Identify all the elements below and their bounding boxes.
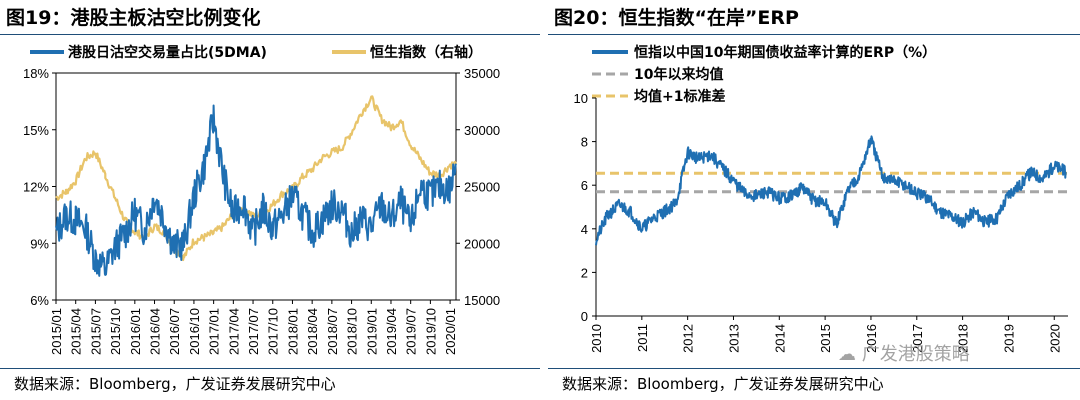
- plot-frame: [55, 72, 457, 301]
- y-right-tick-label: 15000: [464, 293, 500, 308]
- figure-19-panel: 图19：港股主板沽空比例变化 18% 15% 12% 9% 6% 35000 30000 25…: [0, 7, 540, 393]
- x-tick-label: 2016/07: [167, 308, 182, 355]
- figure-20-title-rule: [548, 34, 1080, 35]
- short-selling-chart: 18% 15% 12% 9% 6% 35000 30000 25000 20000 15000 20…: [23, 44, 500, 355]
- x-tick-label: 2016/01: [128, 308, 143, 355]
- x-tick-label: 2017: [910, 324, 925, 353]
- x-tick-label: 2019/04: [384, 308, 399, 355]
- legend-label-mean: 10年以来均值: [634, 66, 723, 83]
- x-tick-label: 2015/04: [69, 308, 84, 355]
- x-tick-label: 2015/10: [108, 308, 123, 355]
- wechat-watermark: ☁ 广发港股策略: [838, 340, 970, 366]
- x-tick-label: 2017/01: [207, 308, 222, 355]
- y-right-tick-label: 20000: [464, 236, 500, 251]
- y-left-tick-label: 18%: [23, 66, 49, 81]
- x-tick-label: 2017/07: [246, 308, 261, 355]
- y-left-tick-label: 6%: [30, 293, 49, 308]
- x-tick-label: 2018/01: [285, 308, 300, 355]
- figure-19-title-rule: [0, 34, 540, 35]
- figure-20-source: 数据来源：Bloomberg，广发证券发展研究中心: [562, 375, 884, 393]
- y-left-tick-label: 15%: [23, 123, 49, 138]
- series-short-ratio-line: [55, 104, 457, 277]
- x-tick-label: 2015: [818, 324, 833, 353]
- x-tick-label: 2016/10: [187, 308, 202, 355]
- x-tick-label: 2014: [772, 324, 787, 353]
- x-tick-label: 2019/01: [364, 308, 379, 355]
- x-tick-label: 2016: [864, 324, 879, 353]
- left-plot-area: 18% 15% 12% 9% 6% 35000 30000 25000 20000 15000 20…: [23, 44, 500, 355]
- x-tick-label: 2020/01: [443, 308, 458, 355]
- x-tick-label: 2017/10: [266, 308, 281, 355]
- y-left-tick-label: 12%: [23, 180, 49, 195]
- x-tick-label: 2019/10: [423, 308, 438, 355]
- wechat-icon: ☁: [838, 344, 856, 365]
- legend-label-erp: 恒指以中国10年期国债收益率计算的ERP（%）: [634, 44, 936, 61]
- x-tick-label: 2018/10: [345, 308, 360, 355]
- x-tick-label: 2018: [956, 324, 971, 353]
- y-tick-label: 6: [581, 178, 588, 193]
- figure-20-source-rule: [548, 368, 1080, 369]
- y-right-tick-label: 35000: [464, 66, 500, 81]
- figure-20-panel: 图20：恒生指数“在岸”ERP 10 8 6 4 2 0 2010 2011 2012 2013 2…: [548, 0, 1080, 400]
- watermark-text: 广发港股策略: [861, 344, 970, 365]
- y-tick-label: 2: [581, 265, 588, 280]
- series-hsi-line: [55, 95, 457, 262]
- x-tick-label: 2019/07: [404, 308, 419, 355]
- legend-label-short-ratio: 港股日沽空交易量占比(5DMA): [68, 44, 267, 61]
- figure-19-source: 数据来源：Bloomberg，广发证券发展研究中心: [14, 375, 336, 393]
- y-tick-label: 4: [581, 222, 588, 237]
- y-left-tick-label: 9%: [30, 236, 49, 251]
- x-tick-label: 2010: [589, 324, 604, 353]
- series-erp-line: [595, 135, 1067, 246]
- x-tick-label: 2020: [1047, 324, 1062, 353]
- x-tick-label: 2015/01: [49, 308, 64, 355]
- x-tick-label: 2016/04: [148, 308, 163, 355]
- x-tick-label: 2018/04: [305, 308, 320, 355]
- figure-19-source-rule: [0, 368, 540, 369]
- x-tick-label: 2018/07: [325, 308, 340, 355]
- x-tick-label: 2013: [726, 324, 741, 353]
- y-tick-label: 8: [581, 135, 588, 150]
- legend-label-mean-plus-sd: 均值+1标准差: [634, 88, 725, 105]
- legend-label-hsi: 恒生指数（右轴）: [370, 44, 482, 61]
- figure-20-title: 图20：恒生指数“在岸”ERP: [554, 7, 799, 29]
- y-right-tick-label: 30000: [464, 123, 500, 138]
- y-right-tick-label: 25000: [464, 180, 500, 195]
- x-tick-label: 2019: [1001, 324, 1016, 353]
- y-tick-label: 10: [574, 91, 588, 106]
- x-tick-label: 2017/04: [226, 308, 241, 355]
- figure-19-title: 图19：港股主板沽空比例变化: [6, 7, 261, 29]
- y-tick-label: 0: [581, 309, 588, 324]
- x-tick-label: 2015/07: [88, 308, 103, 355]
- x-tick-label: 2011: [635, 324, 650, 352]
- x-tick-label: 2012: [681, 324, 696, 353]
